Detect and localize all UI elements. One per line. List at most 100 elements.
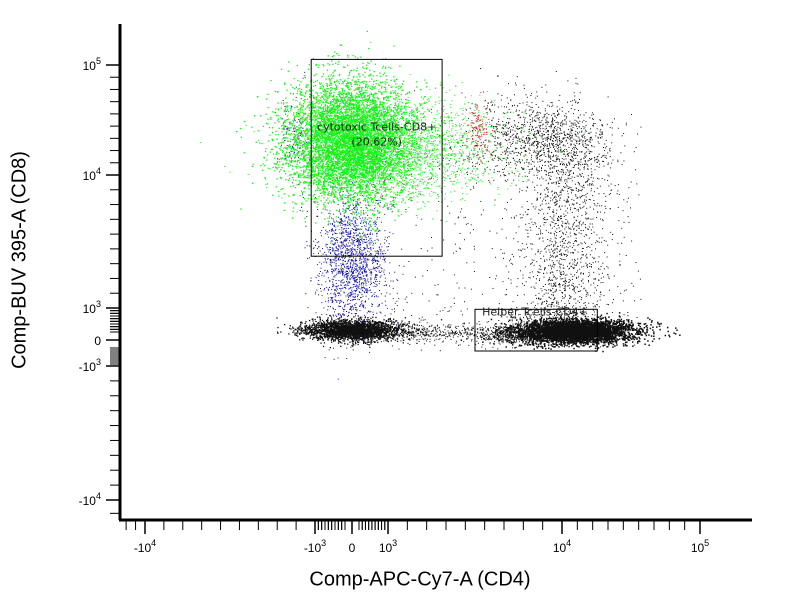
- data-point: [369, 287, 371, 288]
- data-point: [347, 225, 349, 226]
- data-point: [519, 141, 521, 143]
- data-point: [334, 253, 336, 255]
- data-point: [537, 157, 538, 159]
- data-point: [506, 133, 508, 135]
- data-point: [531, 102, 533, 104]
- data-point: [538, 130, 540, 132]
- data-point: [553, 131, 554, 133]
- data-point: [332, 258, 334, 260]
- data-point: [582, 278, 584, 280]
- data-point: [607, 267, 609, 269]
- data-point: [554, 196, 555, 198]
- data-point: [587, 184, 589, 186]
- data-point: [578, 227, 580, 229]
- data-point: [505, 175, 507, 176]
- data-point: [553, 182, 555, 184]
- data-point: [339, 302, 340, 304]
- data-point: [578, 225, 580, 227]
- data-point: [342, 273, 344, 274]
- data-point: [586, 292, 588, 294]
- data-point: [372, 262, 373, 264]
- data-point: [495, 278, 497, 280]
- data-point: [561, 169, 563, 171]
- data-point: [561, 235, 563, 237]
- data-point: [557, 115, 559, 116]
- data-point: [313, 201, 315, 203]
- data-point: [576, 175, 578, 177]
- data-point: [529, 132, 531, 134]
- data-point: [354, 267, 356, 269]
- data-point: [512, 157, 514, 159]
- data-point: [565, 210, 567, 212]
- data-point: [564, 222, 566, 224]
- data-point: [608, 289, 610, 291]
- data-point: [342, 313, 344, 315]
- data-point: [302, 197, 304, 199]
- data-point: [344, 305, 346, 307]
- data-point: [559, 241, 561, 243]
- data-point: [568, 178, 570, 180]
- data-point: [578, 131, 580, 133]
- data-point: [353, 316, 355, 318]
- data-point: [541, 133, 543, 134]
- data-point: [347, 232, 349, 234]
- data-point: [574, 312, 576, 313]
- data-point: [381, 246, 383, 248]
- data-point: [526, 150, 527, 152]
- data-point: [607, 152, 609, 154]
- data-point: [527, 135, 529, 137]
- data-point: [378, 283, 380, 285]
- data-point: [357, 239, 359, 241]
- data-point: [554, 298, 556, 300]
- data-point: [404, 298, 406, 300]
- data-point: [521, 307, 523, 309]
- data-point: [353, 233, 355, 234]
- data-point: [352, 253, 354, 255]
- data-point: [590, 266, 592, 268]
- data-point: [374, 269, 376, 271]
- data-point: [562, 259, 564, 260]
- data-point: [590, 150, 591, 152]
- data-point: [556, 182, 558, 184]
- data-point: [602, 160, 604, 162]
- data-point: [365, 289, 367, 291]
- data-point: [555, 238, 557, 240]
- data-point: [575, 183, 576, 185]
- data-point: [531, 168, 533, 170]
- data-point: [499, 143, 500, 145]
- data-point: [357, 203, 359, 205]
- data-point: [585, 147, 587, 149]
- data-point: [358, 277, 360, 278]
- data-point: [378, 338, 380, 341]
- data-point: [284, 140, 285, 142]
- data-point: [572, 160, 574, 162]
- data-point: [567, 251, 569, 253]
- data-point: [560, 273, 562, 275]
- data-point: [375, 274, 377, 276]
- data-point: [589, 159, 591, 161]
- data-point: [574, 95, 576, 97]
- data-point: [562, 264, 564, 266]
- data-point: [376, 267, 378, 269]
- data-point: [502, 151, 504, 153]
- data-point: [571, 123, 573, 125]
- data-point: [546, 196, 548, 198]
- data-point: [375, 230, 377, 232]
- data-point: [552, 117, 554, 119]
- data-point: [554, 297, 556, 299]
- data-point: [532, 181, 534, 183]
- data-point: [507, 154, 509, 156]
- data-point: [575, 133, 577, 135]
- data-point: [316, 289, 318, 291]
- data-point: [389, 231, 391, 233]
- data-point: [538, 131, 539, 133]
- data-point: [559, 177, 560, 179]
- data-point: [598, 279, 600, 281]
- data-point: [291, 106, 293, 108]
- data-point: [570, 160, 572, 162]
- data-point: [599, 119, 601, 121]
- data-point: [537, 233, 539, 235]
- data-point: [296, 333, 298, 335]
- data-point: [563, 199, 565, 201]
- data-point: [526, 243, 528, 245]
